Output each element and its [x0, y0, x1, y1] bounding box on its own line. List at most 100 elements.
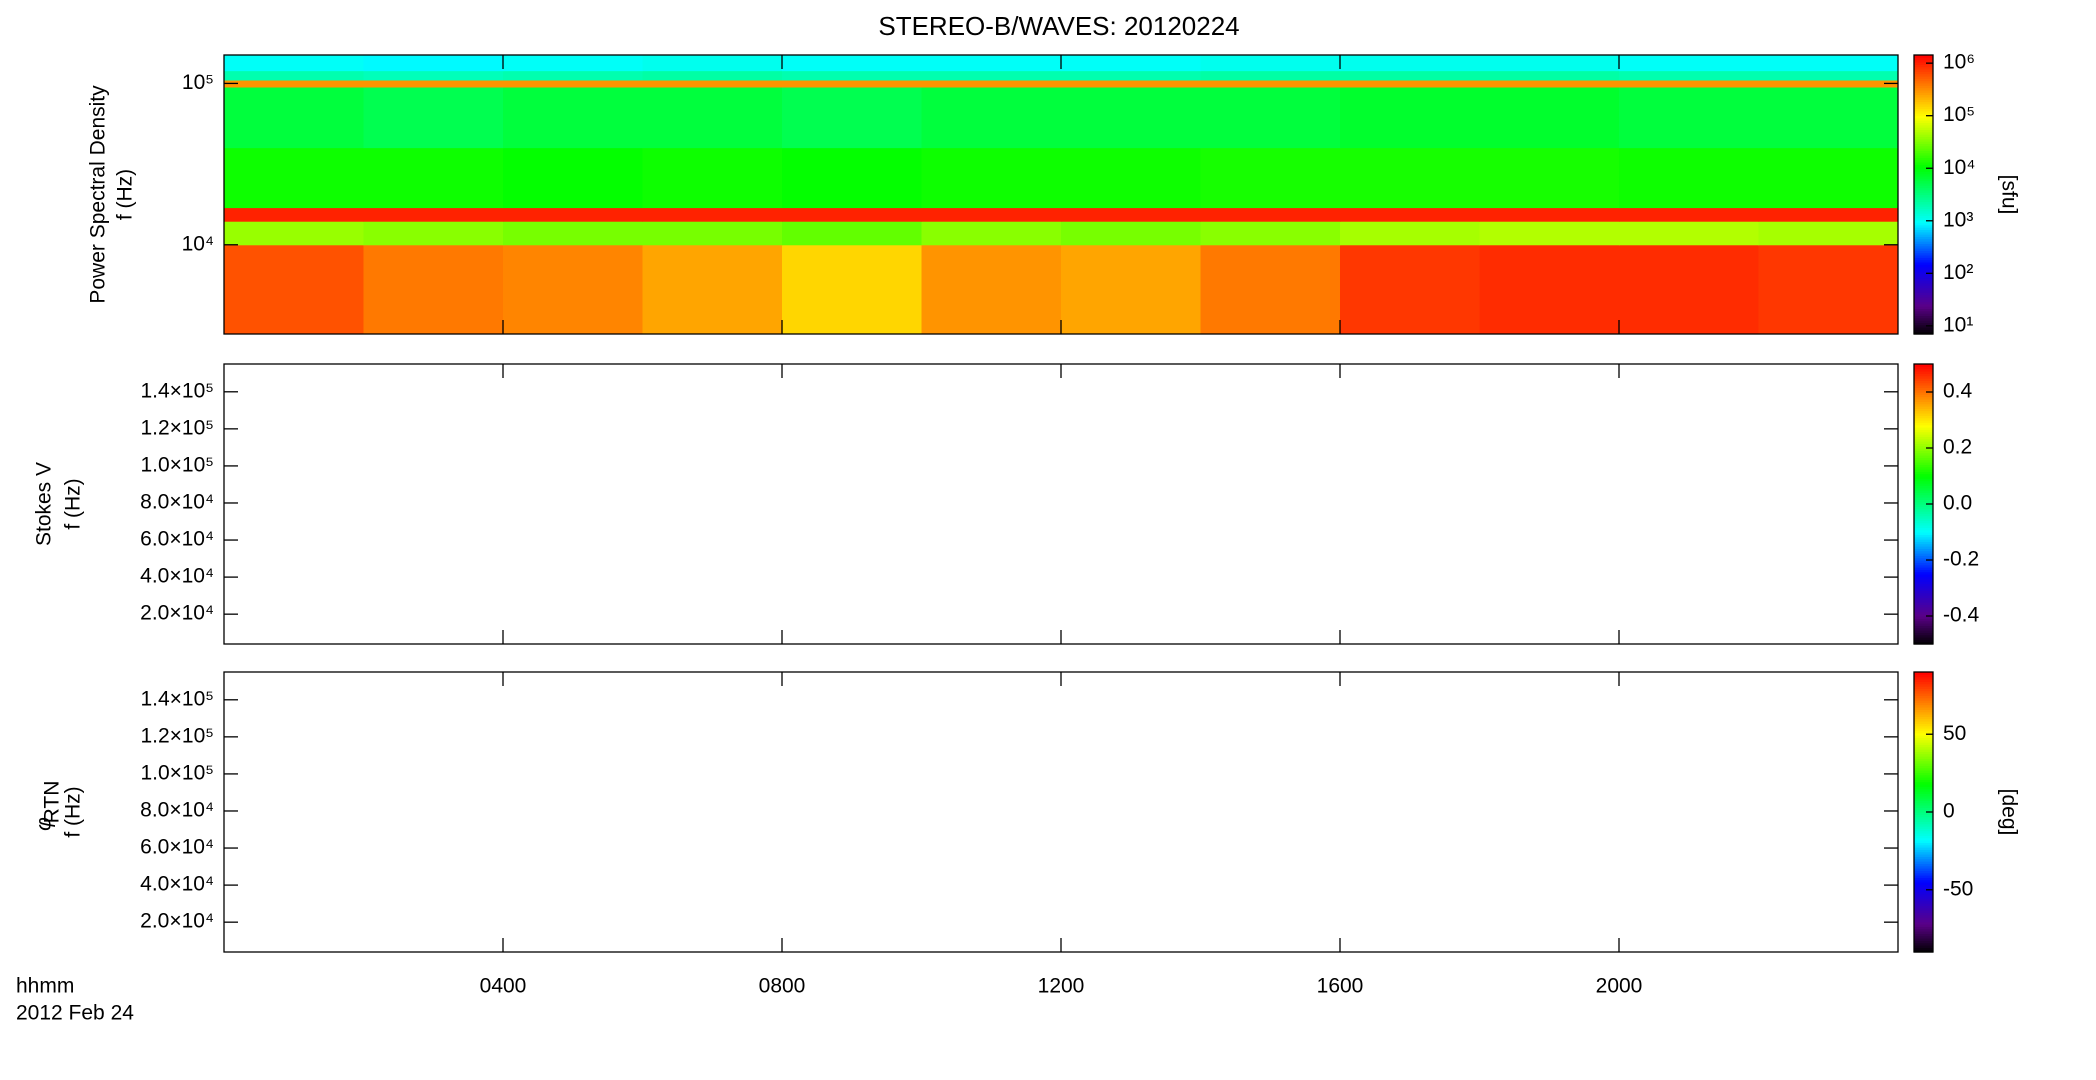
- spectrogram-cell: [1200, 147, 1341, 209]
- spectrogram-cell: [1619, 55, 1759, 72]
- colorbar-swatch: [1914, 518, 1933, 521]
- colorbar-swatch: [1914, 148, 1933, 151]
- colorbar-swatch: [1914, 709, 1933, 713]
- colorbar-swatch: [1914, 856, 1933, 860]
- colorbar-swatch: [1914, 805, 1933, 808]
- spectrogram-cell: [1479, 207, 1620, 222]
- colorbar-swatch: [1914, 592, 1933, 596]
- colorbar-swatch: [1914, 693, 1933, 696]
- colorbar-swatch: [1914, 630, 1933, 633]
- spectrogram-cell: [1061, 87, 1201, 149]
- colorbar-swatch: [1914, 94, 1933, 98]
- colorbar-swatch: [1914, 271, 1933, 275]
- colorbar-swatch: [1914, 690, 1933, 694]
- colorbar-swatch: [1914, 394, 1933, 398]
- colorbar-tick-label: 10⁴: [1943, 156, 1975, 179]
- colorbar-swatch: [1914, 875, 1933, 878]
- spectrogram-cell: [1340, 221, 1480, 246]
- colorbar-swatch: [1914, 171, 1933, 175]
- colorbar-swatch: [1914, 569, 1933, 573]
- colorbar-swatch: [1914, 268, 1933, 272]
- colorbar-swatch: [1914, 627, 1933, 631]
- colorbar-swatch: [1914, 611, 1933, 615]
- colorbar-swatch: [1914, 194, 1933, 198]
- colorbar-swatch: [1914, 366, 1933, 370]
- colorbar-swatch: [1914, 578, 1933, 582]
- colorbar-swatch: [1914, 396, 1933, 400]
- y-tick-label: 4.0×10⁴: [140, 565, 214, 588]
- colorbar-swatch: [1914, 141, 1933, 144]
- colorbar-swatch: [1914, 266, 1933, 270]
- spectrogram-cell: [503, 147, 643, 209]
- spectrogram-cell: [363, 55, 504, 72]
- colorbar-swatch: [1914, 683, 1933, 687]
- colorbar-swatch: [1914, 886, 1933, 890]
- colorbar-swatch: [1914, 129, 1933, 133]
- colorbar-swatch: [1914, 877, 1933, 881]
- spectrogram-cell: [921, 87, 1062, 149]
- spectrogram-cell: [782, 147, 922, 209]
- colorbar-swatch: [1914, 254, 1933, 258]
- y-axis-label: f (Hz): [62, 478, 85, 529]
- spectrogram-cell: [1200, 244, 1341, 335]
- colorbar-swatch: [1914, 609, 1933, 612]
- colorbar-swatch: [1914, 106, 1933, 110]
- spectrogram-cell: [1758, 221, 1899, 246]
- spectrogram-cell: [782, 55, 922, 72]
- colorbar-swatch: [1914, 711, 1933, 715]
- colorbar-swatch: [1914, 154, 1933, 158]
- colorbar-swatch: [1914, 469, 1933, 472]
- colorbar-swatch: [1914, 849, 1933, 853]
- spectrogram-cell: [1619, 70, 1759, 81]
- colorbar-swatch: [1914, 933, 1933, 937]
- x-tick-label: 2000: [1596, 975, 1643, 998]
- colorbar-swatch: [1914, 92, 1933, 96]
- spectrogram-cell: [224, 55, 364, 72]
- colorbar-swatch: [1914, 145, 1933, 149]
- colorbar-label: [deg]: [1997, 789, 2020, 836]
- colorbar-swatch: [1914, 940, 1933, 944]
- colorbar-swatch: [1914, 947, 1933, 951]
- spectrogram-cell: [1061, 244, 1201, 335]
- colorbar-swatch: [1914, 471, 1933, 475]
- colorbar-swatch: [1914, 546, 1933, 549]
- colorbar-swatch: [1914, 241, 1933, 244]
- colorbar-tick-label: 0.0: [1943, 492, 1972, 515]
- colorbar-swatch: [1914, 679, 1933, 682]
- colorbar-swatch: [1914, 413, 1933, 416]
- spectrogram-cell: [503, 55, 643, 72]
- colorbar-swatch: [1914, 68, 1933, 72]
- y-tick-label: 10⁵: [182, 71, 214, 94]
- x-axis-label: hhmm: [16, 975, 74, 998]
- colorbar-swatch: [1914, 564, 1933, 568]
- colorbar-swatch: [1914, 562, 1933, 566]
- colorbar-swatch: [1914, 632, 1933, 636]
- colorbar-swatch: [1914, 485, 1933, 489]
- spectrogram-cell: [363, 207, 504, 222]
- colorbar-swatch: [1914, 501, 1933, 505]
- colorbar-swatch: [1914, 697, 1933, 701]
- spectrogram-cell: [642, 70, 783, 81]
- colorbar-swatch: [1914, 686, 1933, 689]
- colorbar-swatch: [1914, 364, 1933, 367]
- colorbar-swatch: [1914, 506, 1933, 510]
- spectrogram-cell: [1619, 87, 1759, 149]
- colorbar-swatch: [1914, 64, 1933, 68]
- colorbar-swatch: [1914, 728, 1933, 731]
- colorbar-swatch: [1914, 681, 1933, 685]
- colorbar-swatch: [1914, 515, 1933, 519]
- colorbar-swatch: [1914, 919, 1933, 923]
- colorbar-swatch: [1914, 560, 1933, 563]
- colorbar-swatch: [1914, 213, 1933, 217]
- colorbar-swatch: [1914, 75, 1933, 79]
- colorbar-swatch: [1914, 136, 1933, 140]
- colorbar-swatch: [1914, 73, 1933, 77]
- colorbar-swatch: [1914, 795, 1933, 799]
- spectrogram-cell: [921, 207, 1062, 222]
- colorbar-swatch: [1914, 373, 1933, 377]
- colorbar-swatch: [1914, 835, 1933, 839]
- colorbar-swatch: [1914, 438, 1933, 442]
- colorbar-swatch: [1914, 931, 1933, 934]
- x-tick-label: 0800: [759, 975, 806, 998]
